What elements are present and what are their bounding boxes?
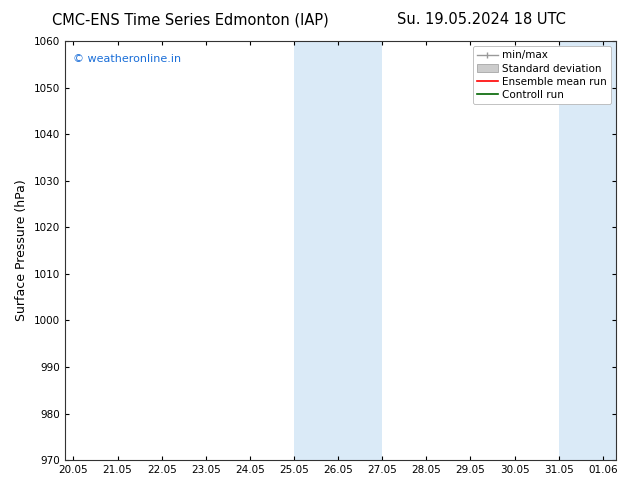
Text: Su. 19.05.2024 18 UTC: Su. 19.05.2024 18 UTC [398,12,566,27]
Y-axis label: Surface Pressure (hPa): Surface Pressure (hPa) [15,180,28,321]
Text: © weatheronline.in: © weatheronline.in [73,53,181,64]
Text: CMC-ENS Time Series Edmonton (IAP): CMC-ENS Time Series Edmonton (IAP) [52,12,328,27]
Bar [294,41,382,460]
Bar [559,41,624,460]
Legend: min/max, Standard deviation, Ensemble mean run, Controll run: min/max, Standard deviation, Ensemble me… [473,46,611,104]
